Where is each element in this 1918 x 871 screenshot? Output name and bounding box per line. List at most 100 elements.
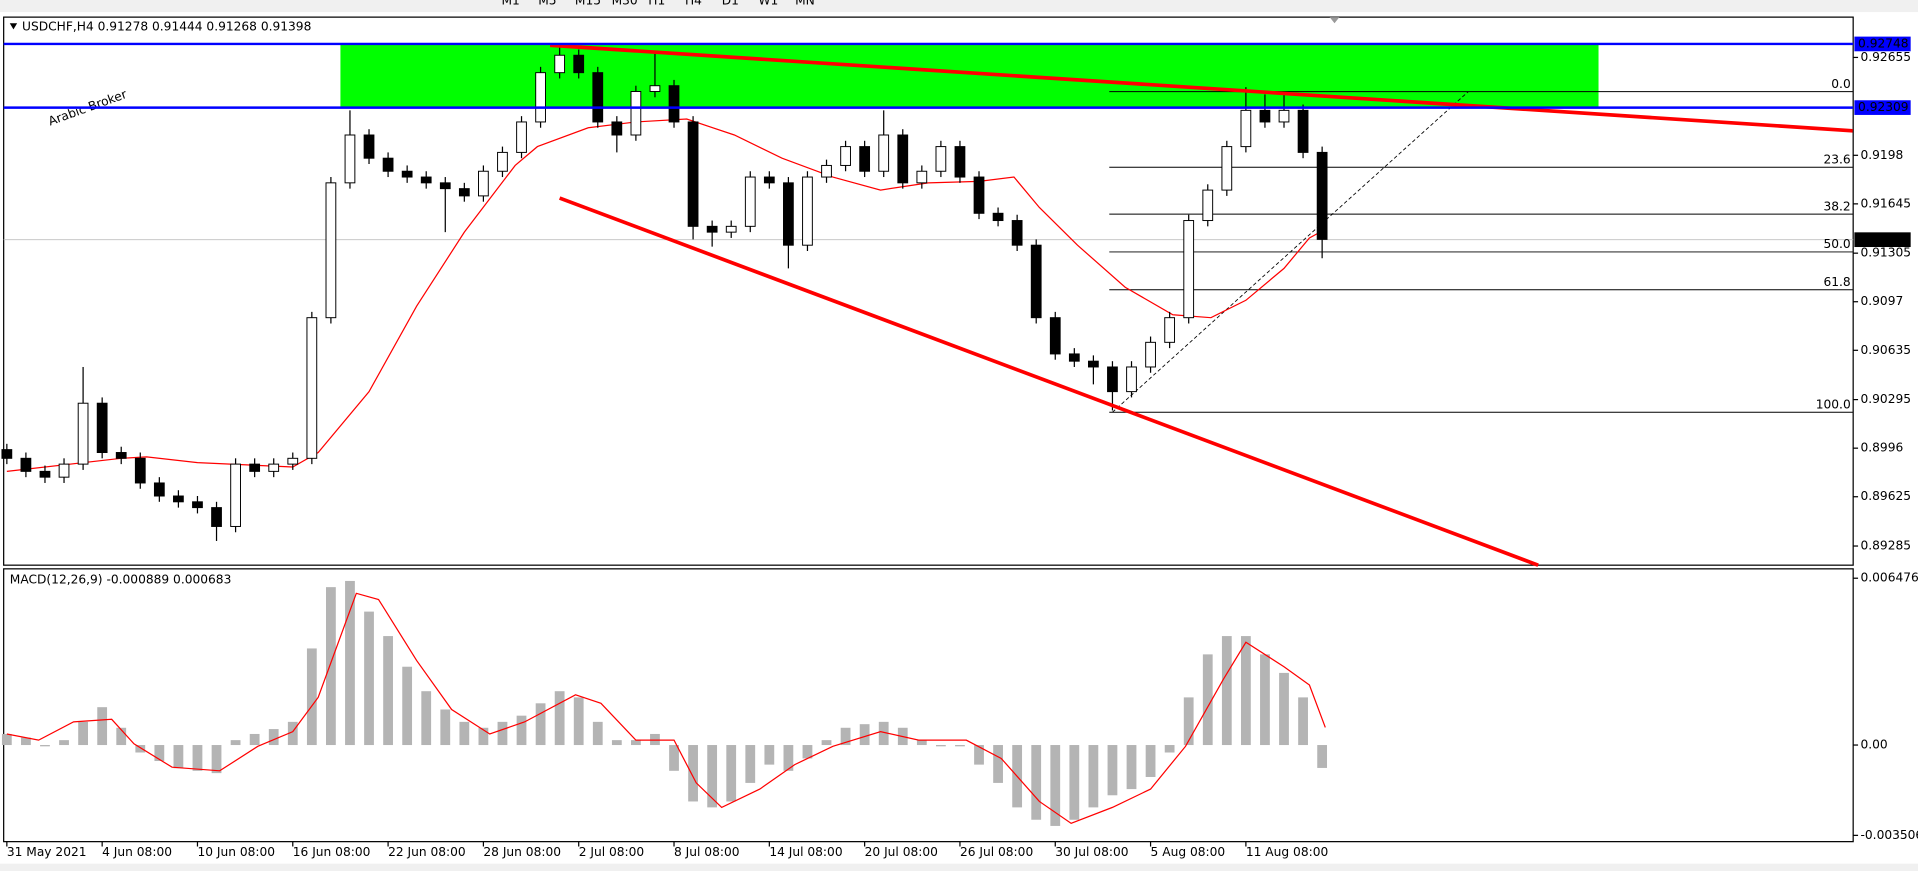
candle-body: [20, 457, 32, 472]
candle-body: [382, 157, 394, 172]
macd-bar: [40, 745, 50, 747]
candle-body: [420, 176, 432, 184]
candle-body: [192, 501, 203, 509]
candle-body: [1068, 353, 1080, 362]
macd-bar: [116, 727, 127, 746]
y-tick-label: 0.92655: [1861, 50, 1912, 64]
candle-body: [535, 72, 546, 123]
signal-line: [6, 592, 1326, 825]
macd-bar: [650, 733, 660, 746]
candle-body: [1278, 109, 1290, 123]
macd-bar: [745, 745, 756, 783]
macd-bar: [1183, 697, 1194, 746]
macd-bar: [726, 745, 737, 802]
timeframe-button[interactable]: H1: [648, 0, 665, 8]
candle-body: [249, 463, 261, 472]
candle-body: [859, 146, 871, 172]
macd-bar: [230, 740, 241, 746]
candle-body: [878, 134, 890, 172]
fib-anchor: [1112, 91, 1469, 413]
x-tick-label: 28 Jun 08:00: [483, 845, 561, 859]
candle-body: [954, 146, 966, 178]
macd-bar: [993, 745, 1003, 783]
y-tick-label: 0.90635: [1861, 343, 1912, 357]
tab-bar: [0, 863, 1918, 871]
trendline: [559, 196, 1539, 567]
x-tick-label: 20 Jul 08:00: [865, 845, 938, 859]
price-label: 0.92748: [1858, 36, 1909, 50]
y-tick-label: 0.00: [1861, 738, 1888, 752]
timeframe-button[interactable]: MN: [795, 0, 815, 8]
y-tick-label: 0.9198: [1861, 148, 1904, 162]
candle-body: [77, 402, 89, 465]
x-tick-label: 31 May 2021: [7, 845, 87, 859]
candle-body: [401, 170, 413, 178]
macd-bar: [1279, 672, 1289, 746]
candle-body: [439, 182, 451, 190]
macd-bar: [421, 691, 432, 746]
macd-panel: [3, 568, 1854, 843]
price-label: 0.92309: [1858, 100, 1909, 114]
macd-bar: [573, 697, 584, 746]
x-tick-label: 8 Jul 08:00: [674, 845, 739, 859]
macd-bar: [535, 703, 546, 746]
candle-body: [1030, 244, 1042, 319]
candle-body: [973, 176, 985, 214]
candle-body: [1259, 109, 1271, 123]
last-price-label: 0.91398: [1858, 232, 1909, 246]
macd-bar: [173, 745, 184, 769]
timeframe-button[interactable]: D1: [722, 0, 739, 8]
candle-body: [478, 170, 489, 197]
macd-bar: [916, 740, 927, 746]
macd-bar: [1126, 745, 1137, 790]
candle-body: [134, 457, 146, 484]
macd-bar: [345, 580, 355, 746]
candle-body: [897, 134, 909, 184]
macd-bar: [326, 587, 336, 746]
timeframe-button[interactable]: H4: [685, 0, 702, 8]
y-tick-label: 0.006476: [1861, 571, 1918, 585]
macd-bar: [211, 745, 222, 774]
y-tick-label: 0.9097: [1861, 294, 1904, 308]
macd-bar: [97, 707, 108, 746]
macd-bar: [1107, 745, 1118, 796]
x-tick-label: 26 Jul 08:00: [960, 845, 1033, 859]
price-label-box: [1854, 36, 1911, 52]
macd-bar: [1260, 654, 1270, 746]
y-tick-label: 0.90295: [1861, 392, 1912, 406]
candle-body: [840, 146, 851, 166]
candle-body: [1107, 366, 1118, 393]
candle-body: [1164, 317, 1176, 343]
macd-bar: [764, 745, 775, 765]
candle-body: [96, 402, 108, 454]
timeframe-button[interactable]: M1: [502, 0, 520, 8]
candle-body: [573, 54, 585, 74]
macd-bar: [306, 648, 317, 746]
candle-body: [687, 121, 699, 227]
x-tick-label: 10 Jun 08:00: [197, 845, 275, 859]
candle-body: [1049, 317, 1061, 355]
candle-body: [287, 457, 299, 465]
macd-bar: [1298, 697, 1308, 746]
macd-bar: [554, 691, 565, 746]
candle-body: [1183, 220, 1195, 319]
timeframe-button[interactable]: W1: [758, 0, 778, 8]
timeframe-button[interactable]: M15: [575, 0, 601, 8]
macd-bar: [783, 745, 794, 771]
candle-body: [1126, 366, 1137, 393]
timeframe-button[interactable]: M30: [612, 0, 638, 8]
candle-body: [363, 134, 375, 159]
panel-menu-icon[interactable]: [9, 23, 18, 30]
chart-title: USDCHF,H4 0.91278 0.91444 0.91268 0.9139…: [22, 19, 311, 33]
x-tick-label: 11 Aug 08:00: [1246, 845, 1328, 859]
candle-body: [497, 151, 508, 172]
candle-body: [1240, 109, 1252, 148]
fib-label: 100.0: [1816, 397, 1851, 411]
y-tick-label: 0.89625: [1861, 489, 1912, 503]
y-tick-label: 0.91305: [1861, 246, 1912, 260]
macd-bar: [707, 745, 718, 808]
shift-marker: [1329, 17, 1340, 24]
timeframe-button[interactable]: M5: [538, 0, 556, 8]
y-tick-label: -0.003506: [1861, 828, 1918, 842]
